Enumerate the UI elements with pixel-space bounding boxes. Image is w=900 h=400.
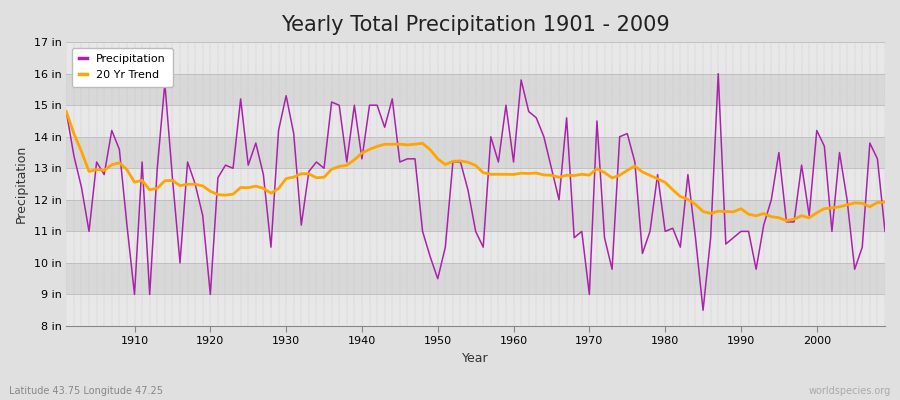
Text: Latitude 43.75 Longitude 47.25: Latitude 43.75 Longitude 47.25 (9, 386, 163, 396)
Precipitation (122, 223, 132, 228)
Bar (67, 231, 885, 263)
Precipitation (879, 229, 890, 234)
20 Yr Trend (781, 218, 792, 223)
Legend: Precipitation, 20 Yr Trend: Precipitation, 20 Yr Trend (72, 48, 173, 87)
20 Yr Trend (288, 175, 299, 180)
Precipitation (698, 308, 708, 313)
Bar (67, 137, 885, 168)
Precipitation (334, 103, 345, 108)
Precipitation (508, 160, 519, 164)
Bar (67, 294, 885, 326)
Precipitation (288, 131, 299, 136)
20 Yr Trend (500, 172, 511, 177)
X-axis label: Year: Year (463, 352, 489, 365)
Y-axis label: Precipitation: Precipitation (15, 145, 28, 223)
20 Yr Trend (508, 172, 519, 177)
Title: Yearly Total Precipitation 1901 - 2009: Yearly Total Precipitation 1901 - 2009 (282, 15, 670, 35)
Precipitation (61, 109, 72, 114)
Bar (67, 168, 885, 200)
Text: worldspecies.org: worldspecies.org (809, 386, 891, 396)
20 Yr Trend (122, 167, 132, 172)
20 Yr Trend (334, 164, 345, 169)
Bar (67, 105, 885, 137)
Bar (67, 42, 885, 74)
Bar (67, 74, 885, 105)
20 Yr Trend (879, 200, 890, 205)
Bar (67, 200, 885, 231)
Line: Precipitation: Precipitation (67, 74, 885, 310)
20 Yr Trend (599, 170, 610, 175)
Bar (67, 263, 885, 294)
Precipitation (713, 71, 724, 76)
Precipitation (599, 235, 610, 240)
Line: 20 Yr Trend: 20 Yr Trend (67, 112, 885, 221)
Precipitation (500, 103, 511, 108)
20 Yr Trend (61, 109, 72, 114)
